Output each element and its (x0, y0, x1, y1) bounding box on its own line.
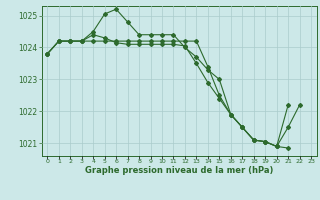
X-axis label: Graphe pression niveau de la mer (hPa): Graphe pression niveau de la mer (hPa) (85, 166, 273, 175)
